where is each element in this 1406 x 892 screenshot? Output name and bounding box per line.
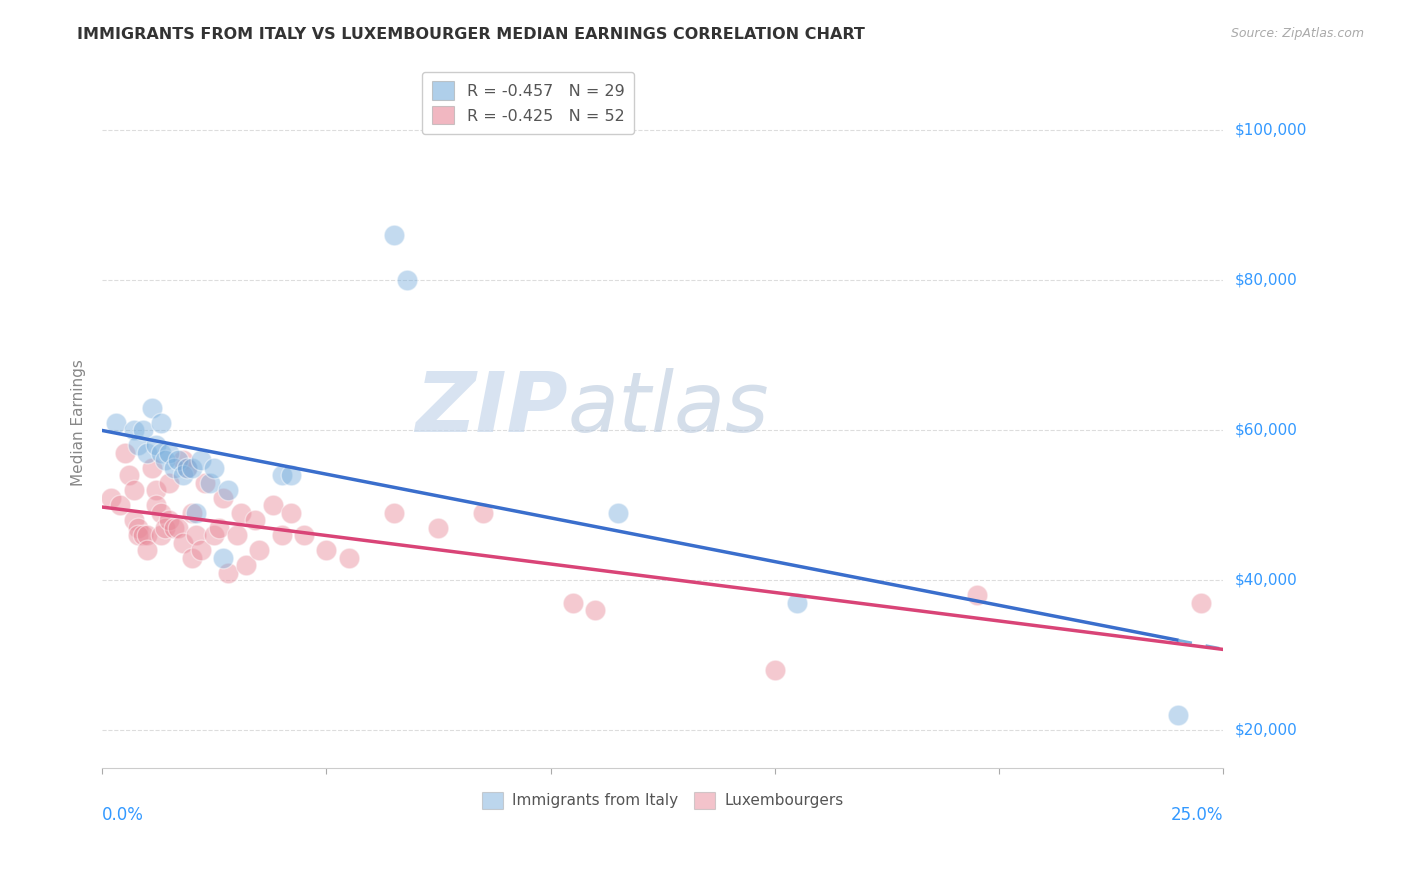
Point xyxy=(100,491,122,505)
Point xyxy=(270,468,292,483)
Text: $80,000: $80,000 xyxy=(1234,273,1296,287)
Point xyxy=(562,596,585,610)
Text: $60,000: $60,000 xyxy=(1234,423,1298,438)
Point xyxy=(163,460,186,475)
Point xyxy=(225,528,247,542)
Point xyxy=(159,513,181,527)
Point xyxy=(131,528,153,542)
Point xyxy=(136,543,159,558)
Point xyxy=(583,603,606,617)
Point xyxy=(382,506,405,520)
Point xyxy=(159,445,181,459)
Point xyxy=(194,475,217,490)
Point xyxy=(217,566,239,580)
Text: $100,000: $100,000 xyxy=(1234,122,1306,137)
Point xyxy=(176,460,198,475)
Point xyxy=(145,438,167,452)
Point xyxy=(472,506,495,520)
Legend: Immigrants from Italy, Luxembourgers: Immigrants from Italy, Luxembourgers xyxy=(475,786,849,815)
Point xyxy=(198,475,221,490)
Point xyxy=(131,423,153,437)
Text: 25.0%: 25.0% xyxy=(1171,805,1223,823)
Point xyxy=(606,506,628,520)
Point xyxy=(763,663,786,677)
Text: IMMIGRANTS FROM ITALY VS LUXEMBOURGER MEDIAN EARNINGS CORRELATION CHART: IMMIGRANTS FROM ITALY VS LUXEMBOURGER ME… xyxy=(77,27,865,42)
Point xyxy=(172,535,194,549)
Text: $20,000: $20,000 xyxy=(1234,723,1296,738)
Point xyxy=(108,498,131,512)
Point xyxy=(163,520,186,534)
Point xyxy=(186,506,208,520)
Point xyxy=(202,528,225,542)
Point xyxy=(149,445,172,459)
Point xyxy=(786,596,808,610)
Point xyxy=(159,475,181,490)
Point xyxy=(176,460,198,475)
Point xyxy=(315,543,337,558)
Point xyxy=(114,445,136,459)
Point xyxy=(149,506,172,520)
Point xyxy=(153,520,176,534)
Point xyxy=(127,528,149,542)
Text: Source: ZipAtlas.com: Source: ZipAtlas.com xyxy=(1230,27,1364,40)
Point xyxy=(337,550,360,565)
Point xyxy=(167,453,190,467)
Point xyxy=(235,558,257,573)
Point xyxy=(122,483,145,497)
Point xyxy=(118,468,141,483)
Point xyxy=(153,453,176,467)
Point xyxy=(243,513,266,527)
Point xyxy=(141,460,163,475)
Point xyxy=(136,445,159,459)
Point xyxy=(280,506,302,520)
Point xyxy=(208,520,231,534)
Point xyxy=(262,498,284,512)
Point xyxy=(122,423,145,437)
Point xyxy=(212,550,235,565)
Point xyxy=(172,453,194,467)
Point xyxy=(145,498,167,512)
Point xyxy=(396,273,419,287)
Point xyxy=(180,550,202,565)
Point xyxy=(212,491,235,505)
Point xyxy=(180,506,202,520)
Point xyxy=(127,438,149,452)
Point xyxy=(186,528,208,542)
Point xyxy=(1167,708,1189,723)
Point xyxy=(145,483,167,497)
Point xyxy=(231,506,253,520)
Point xyxy=(104,416,127,430)
Point xyxy=(180,460,202,475)
Point xyxy=(247,543,270,558)
Y-axis label: Median Earnings: Median Earnings xyxy=(72,359,86,486)
Point xyxy=(136,528,159,542)
Point xyxy=(382,227,405,242)
Point xyxy=(149,528,172,542)
Point xyxy=(270,528,292,542)
Text: atlas: atlas xyxy=(568,368,769,450)
Text: 0.0%: 0.0% xyxy=(103,805,143,823)
Point xyxy=(202,460,225,475)
Point xyxy=(141,401,163,415)
Text: $40,000: $40,000 xyxy=(1234,573,1296,588)
Point xyxy=(167,520,190,534)
Text: ZIP: ZIP xyxy=(415,368,568,450)
Point xyxy=(127,520,149,534)
Point xyxy=(190,453,212,467)
Point xyxy=(217,483,239,497)
Point xyxy=(190,543,212,558)
Point xyxy=(172,468,194,483)
Point xyxy=(149,416,172,430)
Point xyxy=(122,513,145,527)
Point xyxy=(966,588,988,602)
Point xyxy=(427,520,450,534)
Point xyxy=(292,528,315,542)
Point xyxy=(1189,596,1212,610)
Point xyxy=(280,468,302,483)
